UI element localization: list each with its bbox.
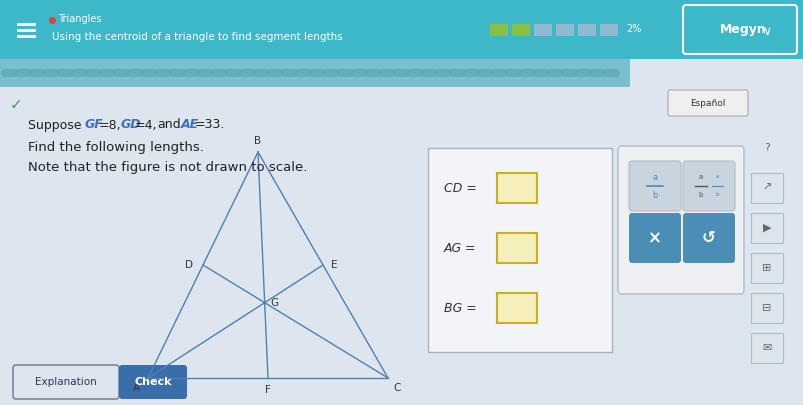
FancyBboxPatch shape — [119, 365, 187, 399]
Text: Find the following lengths.: Find the following lengths. — [28, 141, 204, 153]
Text: ×: × — [647, 229, 661, 247]
Text: =8,: =8, — [99, 119, 121, 132]
Text: ⊟: ⊟ — [761, 303, 771, 313]
Text: B: B — [254, 136, 261, 146]
FancyBboxPatch shape — [628, 161, 680, 211]
FancyBboxPatch shape — [750, 213, 782, 243]
FancyBboxPatch shape — [628, 213, 680, 263]
FancyBboxPatch shape — [13, 365, 119, 399]
FancyBboxPatch shape — [618, 146, 743, 294]
Text: b: b — [651, 190, 657, 200]
Text: Check: Check — [134, 377, 172, 387]
FancyBboxPatch shape — [683, 213, 734, 263]
Text: ▶: ▶ — [762, 223, 770, 233]
Text: b: b — [698, 192, 703, 198]
Text: Note that the figure is not drawn to scale.: Note that the figure is not drawn to sca… — [28, 162, 307, 175]
FancyBboxPatch shape — [750, 333, 782, 363]
Text: Español: Español — [690, 98, 725, 107]
Text: AE: AE — [181, 119, 199, 132]
FancyBboxPatch shape — [750, 173, 782, 203]
FancyBboxPatch shape — [667, 90, 747, 116]
Text: GD: GD — [120, 119, 141, 132]
Text: =4,: =4, — [135, 119, 157, 132]
FancyBboxPatch shape — [0, 0, 803, 59]
FancyBboxPatch shape — [0, 59, 630, 87]
Text: ✉: ✉ — [761, 343, 771, 353]
FancyBboxPatch shape — [577, 23, 595, 36]
Text: ↺: ↺ — [701, 229, 715, 247]
Text: Triangles: Triangles — [58, 15, 101, 24]
FancyBboxPatch shape — [512, 23, 529, 36]
FancyBboxPatch shape — [496, 293, 536, 323]
FancyBboxPatch shape — [489, 23, 507, 36]
Text: b: b — [715, 192, 718, 198]
Text: ?: ? — [763, 143, 769, 153]
Text: A: A — [132, 383, 140, 393]
Text: ↗: ↗ — [761, 183, 771, 193]
Text: ✓: ✓ — [10, 98, 22, 113]
Text: and: and — [157, 119, 181, 132]
Text: CD =: CD = — [443, 181, 480, 194]
Text: E: E — [331, 260, 337, 270]
Text: BG =: BG = — [443, 301, 480, 315]
Text: =33.: =33. — [195, 119, 225, 132]
FancyBboxPatch shape — [599, 23, 618, 36]
Text: D: D — [185, 260, 193, 270]
Text: ⊞: ⊞ — [761, 263, 771, 273]
FancyBboxPatch shape — [533, 23, 552, 36]
FancyBboxPatch shape — [496, 173, 536, 203]
Text: AG =: AG = — [443, 241, 480, 254]
FancyBboxPatch shape — [750, 253, 782, 283]
Text: a: a — [651, 173, 657, 181]
Text: F: F — [265, 385, 271, 395]
Text: GF: GF — [85, 119, 104, 132]
Text: Explanation: Explanation — [35, 377, 96, 387]
Text: 2%: 2% — [626, 24, 641, 34]
FancyBboxPatch shape — [496, 233, 536, 263]
Text: C: C — [393, 383, 400, 393]
FancyBboxPatch shape — [750, 293, 782, 323]
FancyBboxPatch shape — [556, 23, 573, 36]
Text: Megyn: Megyn — [719, 23, 766, 36]
FancyBboxPatch shape — [427, 148, 611, 352]
Text: Suppose: Suppose — [28, 119, 85, 132]
FancyBboxPatch shape — [683, 5, 796, 54]
Text: Using the centroid of a triangle to find segment lengths: Using the centroid of a triangle to find… — [52, 32, 342, 43]
FancyBboxPatch shape — [683, 161, 734, 211]
Text: ∨: ∨ — [761, 25, 770, 38]
Text: a: a — [715, 175, 718, 179]
Text: a: a — [698, 174, 703, 180]
Text: G: G — [271, 298, 279, 308]
